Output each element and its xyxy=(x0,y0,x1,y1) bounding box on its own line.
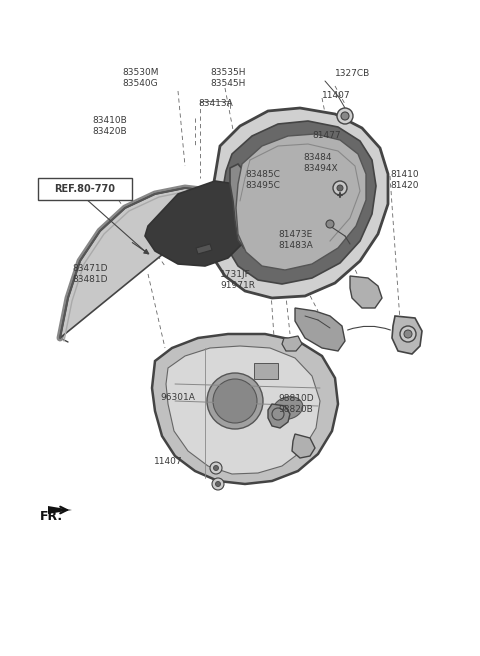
Polygon shape xyxy=(196,244,212,254)
Polygon shape xyxy=(292,434,315,458)
Text: 83535H
83545H: 83535H 83545H xyxy=(210,68,245,88)
Circle shape xyxy=(207,373,263,429)
Text: 83485C
83495C: 83485C 83495C xyxy=(245,171,280,190)
Text: 96301A: 96301A xyxy=(160,394,195,403)
Text: 11407: 11407 xyxy=(154,457,182,466)
Polygon shape xyxy=(208,108,388,298)
Text: 83410B
83420B: 83410B 83420B xyxy=(92,116,127,136)
Text: 81473E
81483A: 81473E 81483A xyxy=(278,230,313,250)
Text: 83484
83494X: 83484 83494X xyxy=(303,154,337,173)
Text: 81477: 81477 xyxy=(312,131,341,140)
Circle shape xyxy=(210,462,222,474)
Polygon shape xyxy=(268,404,290,428)
Text: 11407: 11407 xyxy=(322,91,350,100)
Polygon shape xyxy=(230,164,258,248)
Text: 83413A: 83413A xyxy=(198,100,233,108)
Text: 83471D
83481D: 83471D 83481D xyxy=(72,264,108,283)
Circle shape xyxy=(337,108,353,124)
Text: 83530M
83540G: 83530M 83540G xyxy=(122,68,158,88)
Polygon shape xyxy=(48,506,72,514)
Text: 1731JF
91971R: 1731JF 91971R xyxy=(220,270,255,290)
Polygon shape xyxy=(152,334,338,484)
Text: FR.: FR. xyxy=(40,510,63,522)
Polygon shape xyxy=(282,336,302,351)
Polygon shape xyxy=(295,308,345,351)
Circle shape xyxy=(341,112,349,120)
Circle shape xyxy=(326,220,334,228)
Circle shape xyxy=(337,185,343,191)
Circle shape xyxy=(400,326,416,342)
Circle shape xyxy=(333,181,347,195)
Text: 81410
81420: 81410 81420 xyxy=(390,171,419,190)
Polygon shape xyxy=(222,121,376,284)
Polygon shape xyxy=(166,346,320,474)
Text: REF.80-770: REF.80-770 xyxy=(55,184,116,194)
Circle shape xyxy=(216,482,220,487)
FancyBboxPatch shape xyxy=(38,178,132,200)
FancyBboxPatch shape xyxy=(254,363,278,379)
Polygon shape xyxy=(60,188,228,338)
Polygon shape xyxy=(236,134,366,270)
Circle shape xyxy=(214,466,218,470)
Text: 1327CB: 1327CB xyxy=(335,70,370,79)
Circle shape xyxy=(404,330,412,338)
Text: 98810D
98820B: 98810D 98820B xyxy=(278,394,313,414)
Ellipse shape xyxy=(273,397,303,419)
Polygon shape xyxy=(392,316,422,354)
Polygon shape xyxy=(350,276,382,308)
Polygon shape xyxy=(145,181,252,266)
Circle shape xyxy=(213,379,257,423)
Circle shape xyxy=(212,478,224,490)
